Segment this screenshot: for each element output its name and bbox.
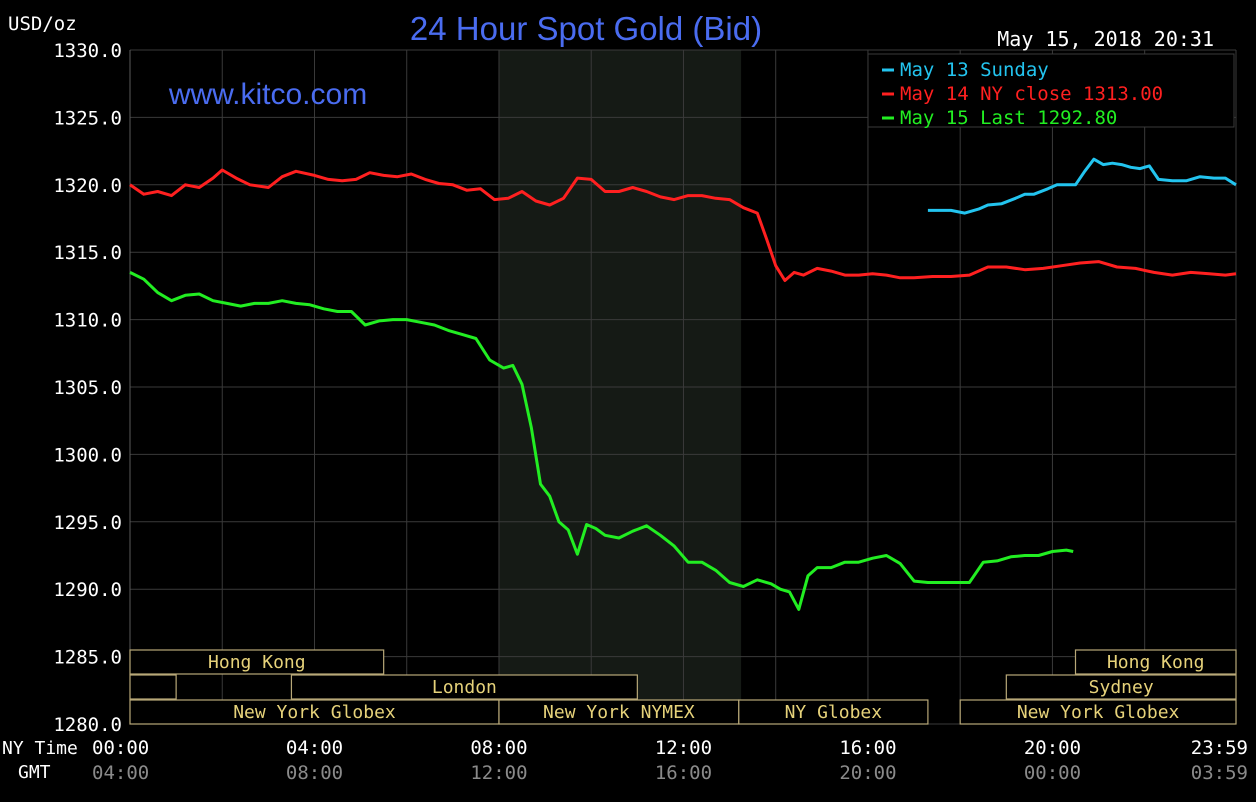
- legend-label: May 14 NY close 1313.00: [900, 83, 1163, 105]
- session-label: New York Globex: [1017, 702, 1180, 723]
- session-bar: [738, 699, 929, 725]
- y-tick-label: 1295.0: [53, 512, 122, 534]
- x-tick-label-ny: 23:59: [1191, 737, 1248, 759]
- x-tick-label-gmt: 08:00: [286, 762, 343, 784]
- session-label: NY Globex: [785, 702, 883, 723]
- y-tick-label: 1325.0: [53, 107, 122, 129]
- series-layer: [129, 157, 1237, 611]
- grid-layer: [129, 49, 1237, 725]
- x-axis-label-gmt: GMT: [18, 762, 51, 783]
- session-label: Sydney: [1089, 677, 1154, 698]
- session-bar: [959, 699, 1237, 725]
- x-tick-labels: 00:00 04:00 04:00 08:00 08:00 12:00 12:00 16:00…: [92, 737, 1248, 784]
- x-tick-label-gmt: 16:00: [655, 762, 712, 784]
- watermark-text: www.kitco.com: [168, 78, 367, 111]
- series-line: [129, 271, 1074, 611]
- session-bar: [129, 674, 177, 700]
- x-tick-label-ny: 08:00: [470, 737, 527, 759]
- series-line: [129, 168, 1237, 282]
- y-tick-label: 1305.0: [53, 377, 122, 399]
- y-tick-label: 1280.0: [53, 714, 122, 736]
- y-tick-label: 1310.0: [53, 310, 122, 332]
- session-label: New York Globex: [233, 702, 396, 723]
- x-tick-label-ny: 12:00: [655, 737, 712, 759]
- legend-label: May 15 Last 1292.80: [900, 107, 1117, 129]
- y-tick-label: 1290.0: [53, 579, 122, 601]
- x-axis-label-ny: NY Time: [2, 738, 78, 759]
- session-bar: [498, 699, 740, 725]
- y-tick-label: 1315.0: [53, 242, 122, 264]
- session-bar: [129, 699, 500, 725]
- x-tick-label-ny: 20:00: [1024, 737, 1081, 759]
- x-tick-label-gmt: 20:00: [839, 762, 896, 784]
- x-tick-label-gmt: 04:00: [92, 762, 149, 784]
- y-tick-labels: 1330.0 1325.0 1320.0 1315.0 1310.0 1305.0 1300…: [53, 40, 122, 736]
- y-tick-label: 1330.0: [53, 40, 122, 62]
- x-tick-label-ny: 16:00: [839, 737, 896, 759]
- session-label: Hong Kong: [1107, 652, 1205, 673]
- y-tick-label: 1285.0: [53, 647, 122, 669]
- unit-label: USD/oz: [8, 13, 77, 35]
- x-tick-label-gmt: 00:00: [1024, 762, 1081, 784]
- x-tick-label-ny: 00:00: [92, 737, 149, 759]
- session-bar: [129, 649, 385, 675]
- session-bar: [1074, 649, 1237, 675]
- session-label: Hong Kong: [208, 652, 306, 673]
- series-line: [927, 157, 1237, 215]
- y-tick-label: 1320.0: [53, 175, 122, 197]
- timestamp: May 15, 2018 20:31: [997, 27, 1214, 51]
- chart-title: 24 Hour Spot Gold (Bid): [410, 10, 762, 47]
- session-bar: [290, 674, 638, 700]
- x-tick-label-gmt: 12:00: [470, 762, 527, 784]
- session-label: New York NYMEX: [543, 702, 695, 723]
- legend-label: May 13 Sunday: [900, 59, 1049, 81]
- session-bar: [1005, 674, 1237, 700]
- legend-box: [867, 53, 1235, 128]
- x-tick-label-gmt: 03:59: [1191, 762, 1248, 784]
- market-sessions-layer: Hong Kong London New York Globex New York N…: [129, 649, 1237, 725]
- y-tick-label: 1300.0: [53, 444, 122, 466]
- x-tick-label-ny: 04:00: [286, 737, 343, 759]
- session-label: London: [432, 677, 497, 698]
